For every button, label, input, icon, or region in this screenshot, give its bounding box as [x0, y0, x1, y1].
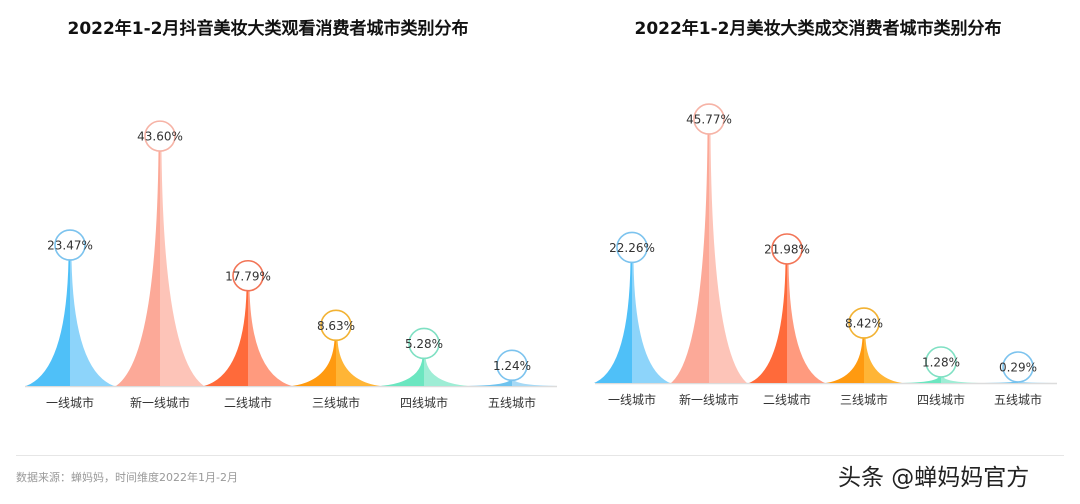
value-marker-circle	[1002, 351, 1034, 383]
spike-bar	[292, 339, 380, 386]
value-marker-circle	[408, 327, 440, 360]
value-marker-circle	[771, 233, 803, 265]
spike-bar	[26, 259, 114, 386]
category-label: 一线城市	[46, 395, 94, 410]
value-label: 45.77%	[686, 113, 732, 127]
data-source-note: 数据来源：蝉妈妈，时间维度2022年1月-2月	[16, 471, 238, 484]
spike-bar	[380, 357, 468, 386]
value-label: 22.26%	[609, 241, 655, 255]
chart-title-right: 2022年1-2月美妆大类成交消费者城市类别分布	[634, 19, 1002, 39]
value-marker-circle	[232, 259, 264, 292]
spike-bar	[594, 261, 670, 383]
value-label: 43.60%	[137, 130, 183, 144]
value-marker-circle	[616, 231, 648, 264]
value-marker-circle	[693, 103, 725, 135]
spike-bar	[468, 379, 556, 386]
footer-divider	[16, 455, 1064, 456]
category-label: 一线城市	[608, 392, 656, 407]
spike-bar	[204, 289, 292, 386]
value-label: 1.24%	[493, 359, 531, 373]
value-label: 23.47%	[47, 239, 93, 253]
category-label: 四线城市	[917, 392, 965, 407]
category-label: 五线城市	[994, 392, 1042, 407]
value-marker-circle	[925, 346, 957, 378]
spike-bar	[903, 376, 979, 383]
value-label: 8.42%	[845, 317, 883, 331]
spike-bar	[980, 381, 1056, 383]
watermark: 头条 @蝉妈妈官方	[838, 465, 1030, 491]
category-label: 新一线城市	[130, 395, 190, 410]
value-marker-circle	[496, 349, 528, 382]
spike-bar	[749, 262, 825, 383]
category-label: 四线城市	[400, 395, 448, 410]
value-marker-circle	[320, 309, 352, 342]
value-marker-circle	[54, 229, 86, 261]
category-label: 二线城市	[224, 395, 272, 410]
category-label: 三线城市	[840, 392, 888, 407]
value-label: 1.28%	[922, 356, 960, 370]
chart-title-left: 2022年1-2月抖音美妆大类观看消费者城市类别分布	[67, 19, 469, 39]
spike-bar	[116, 150, 204, 386]
spike-bar	[826, 337, 902, 383]
category-label: 三线城市	[312, 395, 360, 410]
category-label: 新一线城市	[679, 392, 739, 407]
value-marker-circle	[144, 120, 176, 152]
value-label: 21.98%	[764, 242, 810, 256]
spike-bar	[671, 133, 747, 383]
category-label: 二线城市	[763, 392, 811, 407]
chart-left: 23.47% 一线城市 43.60% 新一线城市 17.79% 二线城市 8.63% 三线城市…	[25, 120, 557, 410]
category-label: 五线城市	[488, 395, 536, 410]
value-label: 8.63%	[317, 319, 355, 333]
value-label: 17.79%	[225, 269, 271, 283]
value-marker-circle	[848, 307, 880, 339]
value-label: 5.28%	[405, 337, 443, 351]
value-label: 0.29%	[999, 361, 1037, 375]
chart-right: 22.26% 一线城市 45.77% 新一线城市 21.98% 二线城市 8.42% 三线城市…	[594, 103, 1057, 407]
